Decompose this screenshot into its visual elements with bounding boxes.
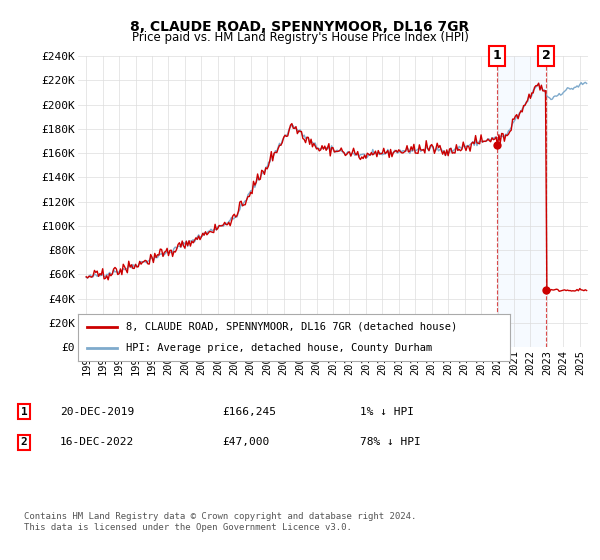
Text: 1: 1 bbox=[493, 49, 501, 63]
Text: 1% ↓ HPI: 1% ↓ HPI bbox=[360, 407, 414, 417]
Text: 78% ↓ HPI: 78% ↓ HPI bbox=[360, 437, 421, 447]
Text: 16-DEC-2022: 16-DEC-2022 bbox=[60, 437, 134, 447]
Text: Price paid vs. HM Land Registry's House Price Index (HPI): Price paid vs. HM Land Registry's House … bbox=[131, 31, 469, 44]
Text: 8, CLAUDE ROAD, SPENNYMOOR, DL16 7GR: 8, CLAUDE ROAD, SPENNYMOOR, DL16 7GR bbox=[130, 20, 470, 34]
Text: 20-DEC-2019: 20-DEC-2019 bbox=[60, 407, 134, 417]
Text: 2: 2 bbox=[542, 49, 551, 63]
Text: HPI: Average price, detached house, County Durham: HPI: Average price, detached house, Coun… bbox=[125, 343, 432, 353]
Bar bbox=[497, 56, 546, 347]
Text: 2: 2 bbox=[20, 437, 28, 447]
Text: 1: 1 bbox=[20, 407, 28, 417]
Text: 8, CLAUDE ROAD, SPENNYMOOR, DL16 7GR (detached house): 8, CLAUDE ROAD, SPENNYMOOR, DL16 7GR (de… bbox=[125, 322, 457, 332]
Text: £166,245: £166,245 bbox=[222, 407, 276, 417]
Text: £47,000: £47,000 bbox=[222, 437, 269, 447]
Text: Contains HM Land Registry data © Crown copyright and database right 2024.
This d: Contains HM Land Registry data © Crown c… bbox=[24, 512, 416, 532]
